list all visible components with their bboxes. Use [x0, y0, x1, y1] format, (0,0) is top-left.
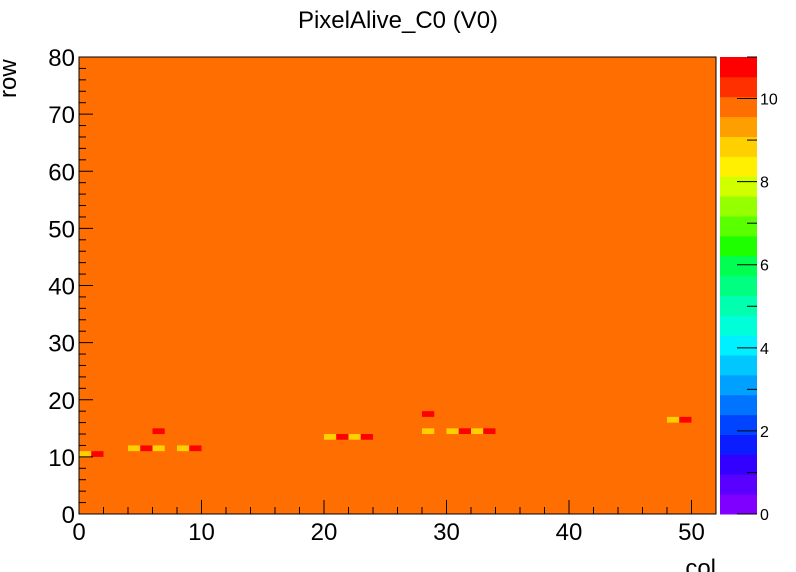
heatmap-cell — [679, 416, 692, 423]
heatmap-cell — [360, 434, 373, 440]
heatmap-cell — [189, 445, 202, 452]
y-tick-label: 60 — [48, 159, 75, 186]
palette-swatch — [720, 494, 757, 515]
heatmap-cell — [422, 411, 435, 417]
heatmap-cell — [446, 428, 459, 435]
palette-swatch — [720, 394, 757, 416]
palette-swatch — [720, 355, 757, 376]
heatmap-cell — [177, 445, 190, 452]
x-tick-label: 50 — [678, 519, 705, 546]
x-tick-label: 10 — [188, 519, 215, 546]
y-axis: 0 10 20 30 40 50 60 70 80 — [48, 45, 93, 529]
palette-swatch — [720, 116, 757, 137]
heatmap-cell — [483, 428, 496, 435]
palette-swatch — [720, 235, 757, 257]
palette-swatch — [720, 434, 757, 455]
x-axis-label: col — [685, 555, 716, 572]
palette-swatch — [720, 57, 757, 78]
chart-title: PixelAlive_C0 (V0) — [298, 7, 498, 34]
palette-tick-label: 4 — [760, 341, 769, 358]
heatmap-cell — [79, 451, 92, 457]
heatmap-cell — [471, 428, 484, 435]
heatmap-cell — [422, 428, 435, 435]
palette-tick-label: 0 — [760, 507, 769, 524]
palette-swatch — [720, 275, 757, 296]
x-tick-label: 0 — [72, 519, 85, 546]
heatmap-cell — [667, 416, 680, 423]
x-tick-label: 20 — [311, 519, 338, 546]
heatmap-background — [79, 57, 716, 514]
y-tick-label: 30 — [48, 331, 75, 358]
palette-swatch — [720, 215, 757, 237]
palette-swatch — [720, 295, 757, 316]
palette-swatch — [720, 374, 757, 396]
palette-tick-label: 8 — [760, 175, 769, 192]
palette-tick-label: 10 — [760, 92, 778, 109]
palette-swatch — [720, 255, 757, 277]
y-tick-label: 20 — [48, 388, 75, 415]
y-tick-label: 80 — [48, 45, 75, 72]
color-palette-axis: 0 2 4 6 8 10 — [720, 56, 778, 524]
heatmap-cell — [91, 451, 104, 457]
palette-tick-label: 2 — [760, 424, 769, 441]
heatmap-cell — [140, 445, 153, 452]
heatmap-cell — [324, 434, 337, 440]
plot-area — [79, 57, 716, 514]
palette-swatch — [720, 96, 757, 118]
palette-swatch — [720, 315, 757, 336]
x-tick-label: 40 — [556, 519, 583, 546]
heatmap-cells — [79, 411, 692, 457]
palette-swatch — [720, 76, 757, 98]
x-tick-label: 30 — [433, 519, 460, 546]
y-axis-label: row — [0, 59, 22, 98]
x-axis: 0 10 20 30 40 50 — [72, 500, 717, 546]
y-tick-label: 50 — [48, 216, 75, 243]
palette-swatch — [720, 414, 757, 436]
y-tick-label: 10 — [48, 445, 75, 472]
palette-swatch — [720, 136, 757, 157]
palette-swatch — [720, 176, 757, 197]
palette-swatch — [720, 156, 757, 177]
y-tick-label: 0 — [62, 502, 75, 529]
heatmap-cell — [336, 434, 349, 440]
y-tick-label: 70 — [48, 102, 75, 129]
palette-swatch — [720, 335, 757, 356]
heatmap-cell — [152, 428, 165, 435]
heatmap-cell — [348, 434, 361, 440]
palette-swatch — [720, 474, 757, 495]
heatmap-cell — [152, 445, 165, 452]
y-tick-label: 40 — [48, 274, 75, 301]
heatmap-cell — [458, 428, 471, 435]
palette-swatch — [720, 196, 757, 217]
palette-swatch — [720, 454, 757, 475]
heatmap-cell — [128, 445, 141, 452]
palette-tick-label: 6 — [760, 258, 769, 275]
